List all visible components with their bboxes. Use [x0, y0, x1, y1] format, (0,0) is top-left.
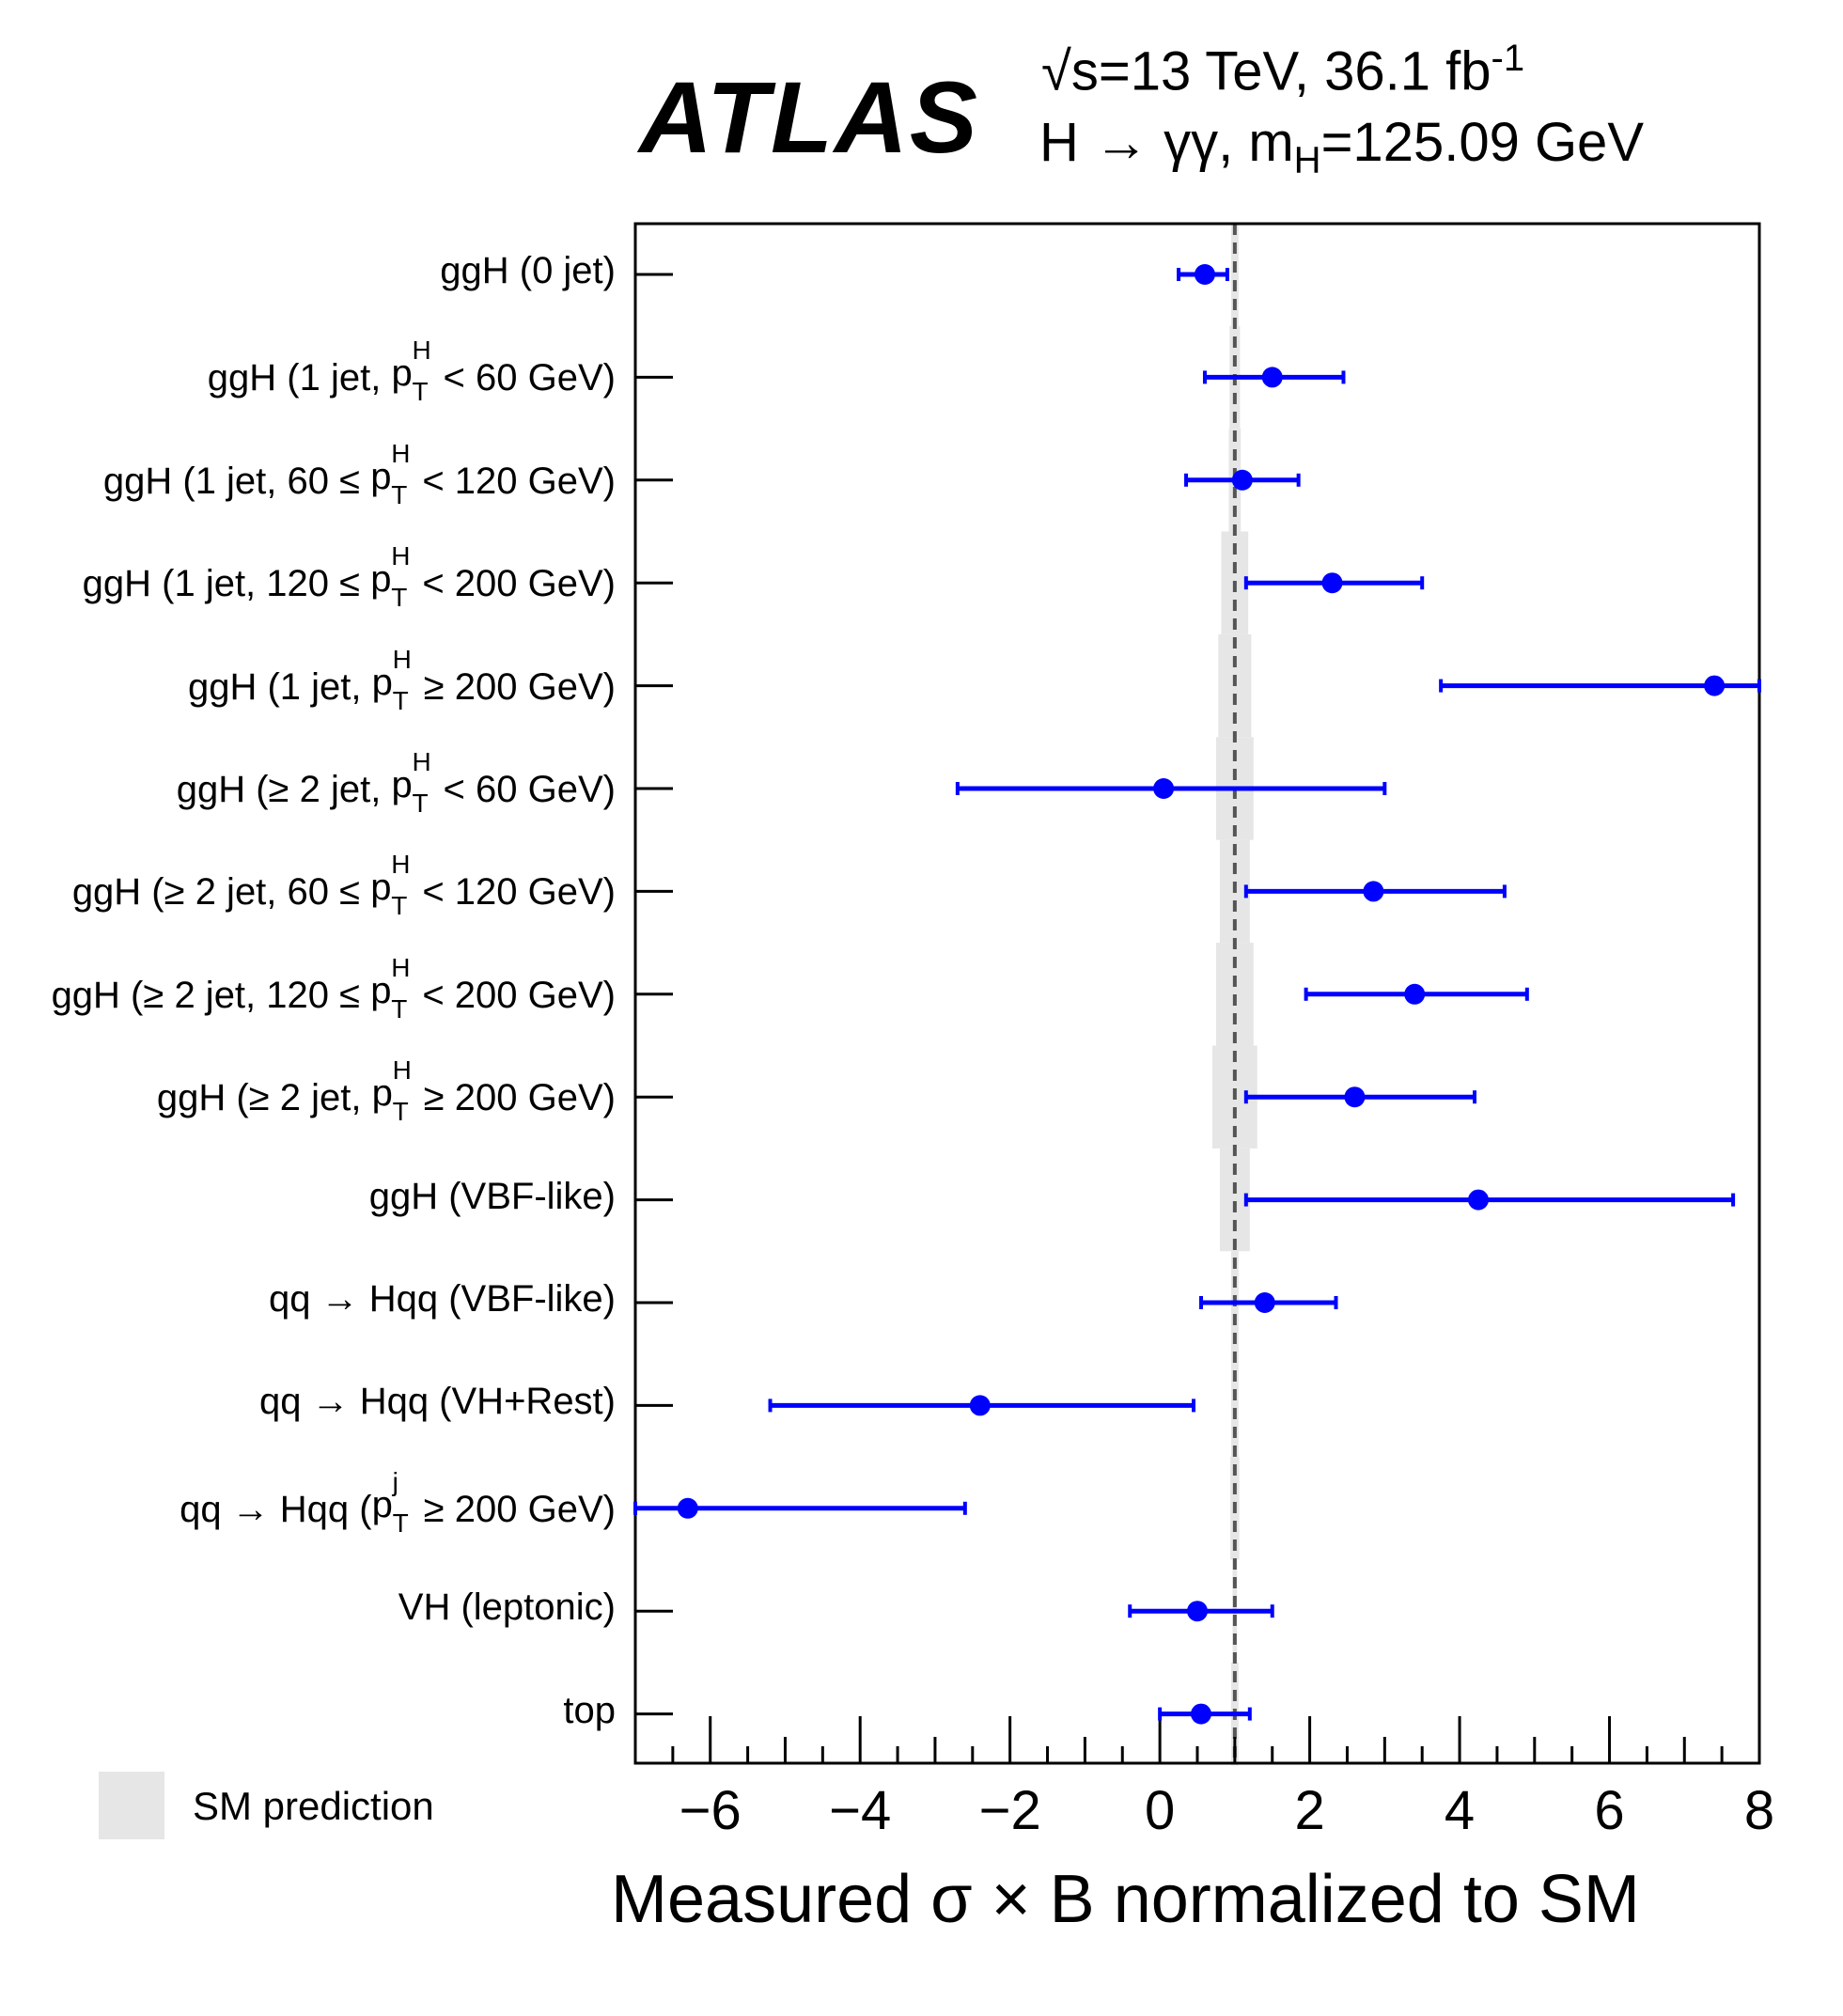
category-label: qq → Hqq (VBF-like) — [269, 1278, 616, 1321]
category-label-text: ggH (≥ 2 jet, 120 ≤ — [51, 974, 371, 1016]
data-point — [677, 1497, 698, 1519]
category-label-suffix: ≥ 200 GeV) — [413, 1488, 616, 1530]
data-point — [1404, 983, 1426, 1005]
experiment-logo: ATLAS — [639, 60, 979, 174]
category-label-text: top — [563, 1689, 616, 1731]
category-label-text: ggH (VBF-like) — [368, 1175, 616, 1217]
category-label-suffix: < 60 GeV) — [432, 357, 616, 399]
category-label-suffix: < 200 GeV) — [412, 563, 616, 605]
category-label-suffix: < 200 GeV) — [412, 974, 616, 1016]
category-label-text: qq → Hqq (VBF-like) — [269, 1278, 616, 1320]
x-tick-label: 0 — [1145, 1780, 1175, 1841]
category-label: qq → Hqq (p j T ≥ 200 GeV) — [180, 1466, 616, 1538]
x-tick-label: 4 — [1445, 1780, 1475, 1841]
category-label-text: qq → Hqq ( — [180, 1488, 372, 1530]
data-point — [1254, 1292, 1275, 1313]
sm-legend-swatch — [99, 1772, 164, 1839]
category-label-text: ggH (1 jet, — [207, 357, 392, 399]
mass-value: =125.09 GeV — [1320, 112, 1645, 173]
x-tick-label: −4 — [829, 1780, 891, 1841]
sm-band-segment — [1230, 223, 1239, 326]
channel-text: H → γγ, m — [1039, 112, 1294, 173]
category-label-text: ggH (0 jet) — [440, 250, 616, 291]
category-label: ggH (0 jet) — [440, 250, 616, 292]
category-label: qq → Hqq (VH+Rest) — [259, 1381, 616, 1423]
data-point — [1344, 1086, 1366, 1108]
category-label-text: ggH (1 jet, 60 ≤ — [102, 460, 371, 502]
category-label-suffix: < 60 GeV) — [432, 769, 616, 810]
category-label-text: ggH (1 jet, — [187, 665, 372, 708]
category-label: VH (leptonic) — [398, 1586, 616, 1629]
channel-label: H → γγ, mH=125.09 GeV — [1039, 111, 1644, 182]
plot-frame — [633, 222, 1761, 1765]
x-axis-title: Measured σ × B normalized to SM — [611, 1862, 1640, 1937]
data-point — [969, 1395, 991, 1416]
category-label-suffix: ≥ 200 GeV) — [413, 665, 616, 708]
category-label-text: ggH (≥ 2 jet, 60 ≤ — [71, 871, 371, 914]
x-tick-label: 8 — [1744, 1780, 1774, 1841]
category-label-suffix: < 120 GeV) — [412, 871, 616, 914]
data-point — [1187, 1601, 1208, 1622]
sm-legend-label: SM prediction — [193, 1784, 434, 1828]
data-point — [1261, 367, 1283, 388]
x-tick-label: 6 — [1594, 1780, 1624, 1841]
category-label-text: ggH (≥ 2 jet, — [156, 1077, 372, 1119]
category-label-text: ggH (1 jet, 120 ≤ — [82, 563, 371, 605]
x-tick-label: −6 — [679, 1780, 742, 1841]
category-label-text: VH (leptonic) — [398, 1586, 616, 1629]
mass-subscript: H — [1293, 139, 1321, 181]
category-label: top — [563, 1690, 616, 1732]
category-label-suffix: < 120 GeV) — [412, 460, 616, 502]
x-tick-label: −2 — [979, 1780, 1041, 1841]
energy-lumi-text: √s=13 TeV, 36.1 fb — [1041, 40, 1492, 102]
data-point — [1231, 469, 1253, 491]
lumi-exponent: -1 — [1491, 38, 1525, 79]
data-point — [1321, 572, 1343, 594]
data-point — [1363, 881, 1384, 902]
x-tick-label: 2 — [1294, 1780, 1324, 1841]
energy-lumi-label: √s=13 TeV, 36.1 fb-1 — [1041, 38, 1524, 102]
category-label: ggH (VBF-like) — [369, 1176, 616, 1218]
sm-band-segment — [1230, 1353, 1239, 1458]
category-label-text: ggH (≥ 2 jet, — [176, 769, 392, 810]
data-point — [1190, 1703, 1211, 1725]
data-point — [1153, 778, 1175, 799]
category-label-text: qq → Hqq (VH+Rest) — [258, 1381, 616, 1423]
data-point — [1704, 675, 1726, 696]
data-point — [1468, 1189, 1489, 1211]
category-label-suffix: ≥ 200 GeV) — [413, 1077, 616, 1119]
data-point — [1194, 264, 1215, 285]
